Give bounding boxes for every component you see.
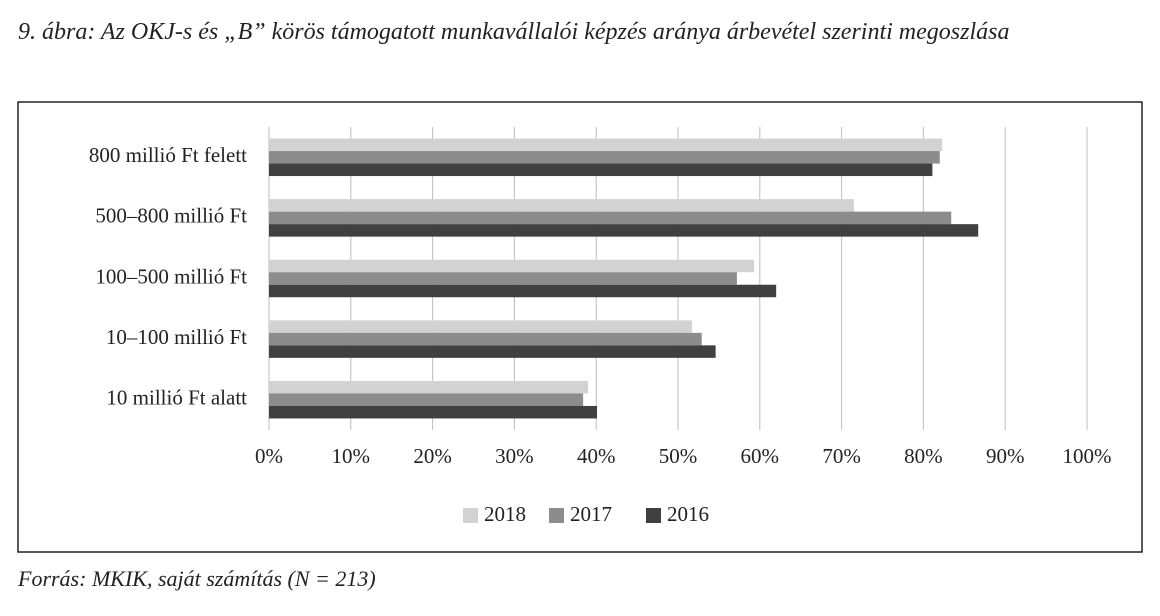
legend-swatch — [463, 508, 478, 523]
x-tick-label: 60% — [741, 444, 780, 468]
bar — [269, 163, 933, 177]
y-tick-label: 10 millió Ft alatt — [106, 386, 247, 410]
x-tick-label: 10% — [332, 444, 371, 468]
x-tick-label: 40% — [577, 444, 616, 468]
x-tick-label: 50% — [659, 444, 698, 468]
chart-frame — [17, 101, 1143, 553]
x-tick-label: 70% — [822, 444, 861, 468]
bar — [269, 151, 940, 164]
bar — [269, 380, 589, 394]
y-tick-label: 800 millió Ft felett — [89, 143, 247, 167]
legend-label: 2018 — [484, 502, 526, 526]
bar — [269, 259, 755, 273]
bar — [269, 320, 692, 333]
x-tick-label: 100% — [1063, 444, 1112, 468]
bar — [269, 284, 777, 298]
y-tick-label: 10–100 millió Ft — [106, 325, 247, 349]
bar — [269, 393, 584, 406]
bar — [269, 199, 854, 212]
y-tick-label: 100–500 millió Ft — [95, 264, 247, 288]
bar — [269, 405, 598, 419]
legend-label: 2016 — [667, 502, 709, 526]
x-tick-label: 0% — [255, 444, 283, 468]
x-tick-label: 90% — [986, 444, 1025, 468]
bar — [269, 332, 702, 346]
bar — [269, 211, 952, 225]
bar — [269, 272, 737, 285]
x-tick-label: 30% — [495, 444, 534, 468]
legend-label: 2017 — [570, 502, 612, 526]
source-note: Forrás: MKIK, saját számítás (N = 213) — [18, 566, 376, 591]
bar — [269, 138, 943, 152]
legend-swatch — [646, 508, 661, 523]
y-tick-label: 500–800 millió Ft — [95, 204, 247, 228]
bar — [269, 345, 716, 358]
x-tick-label: 20% — [413, 444, 452, 468]
chart-title: 9. ábra: Az OKJ-s és „B” körös támogatot… — [18, 19, 1010, 45]
bar — [269, 224, 979, 237]
legend-swatch — [549, 508, 564, 523]
x-tick-label: 80% — [904, 444, 943, 468]
